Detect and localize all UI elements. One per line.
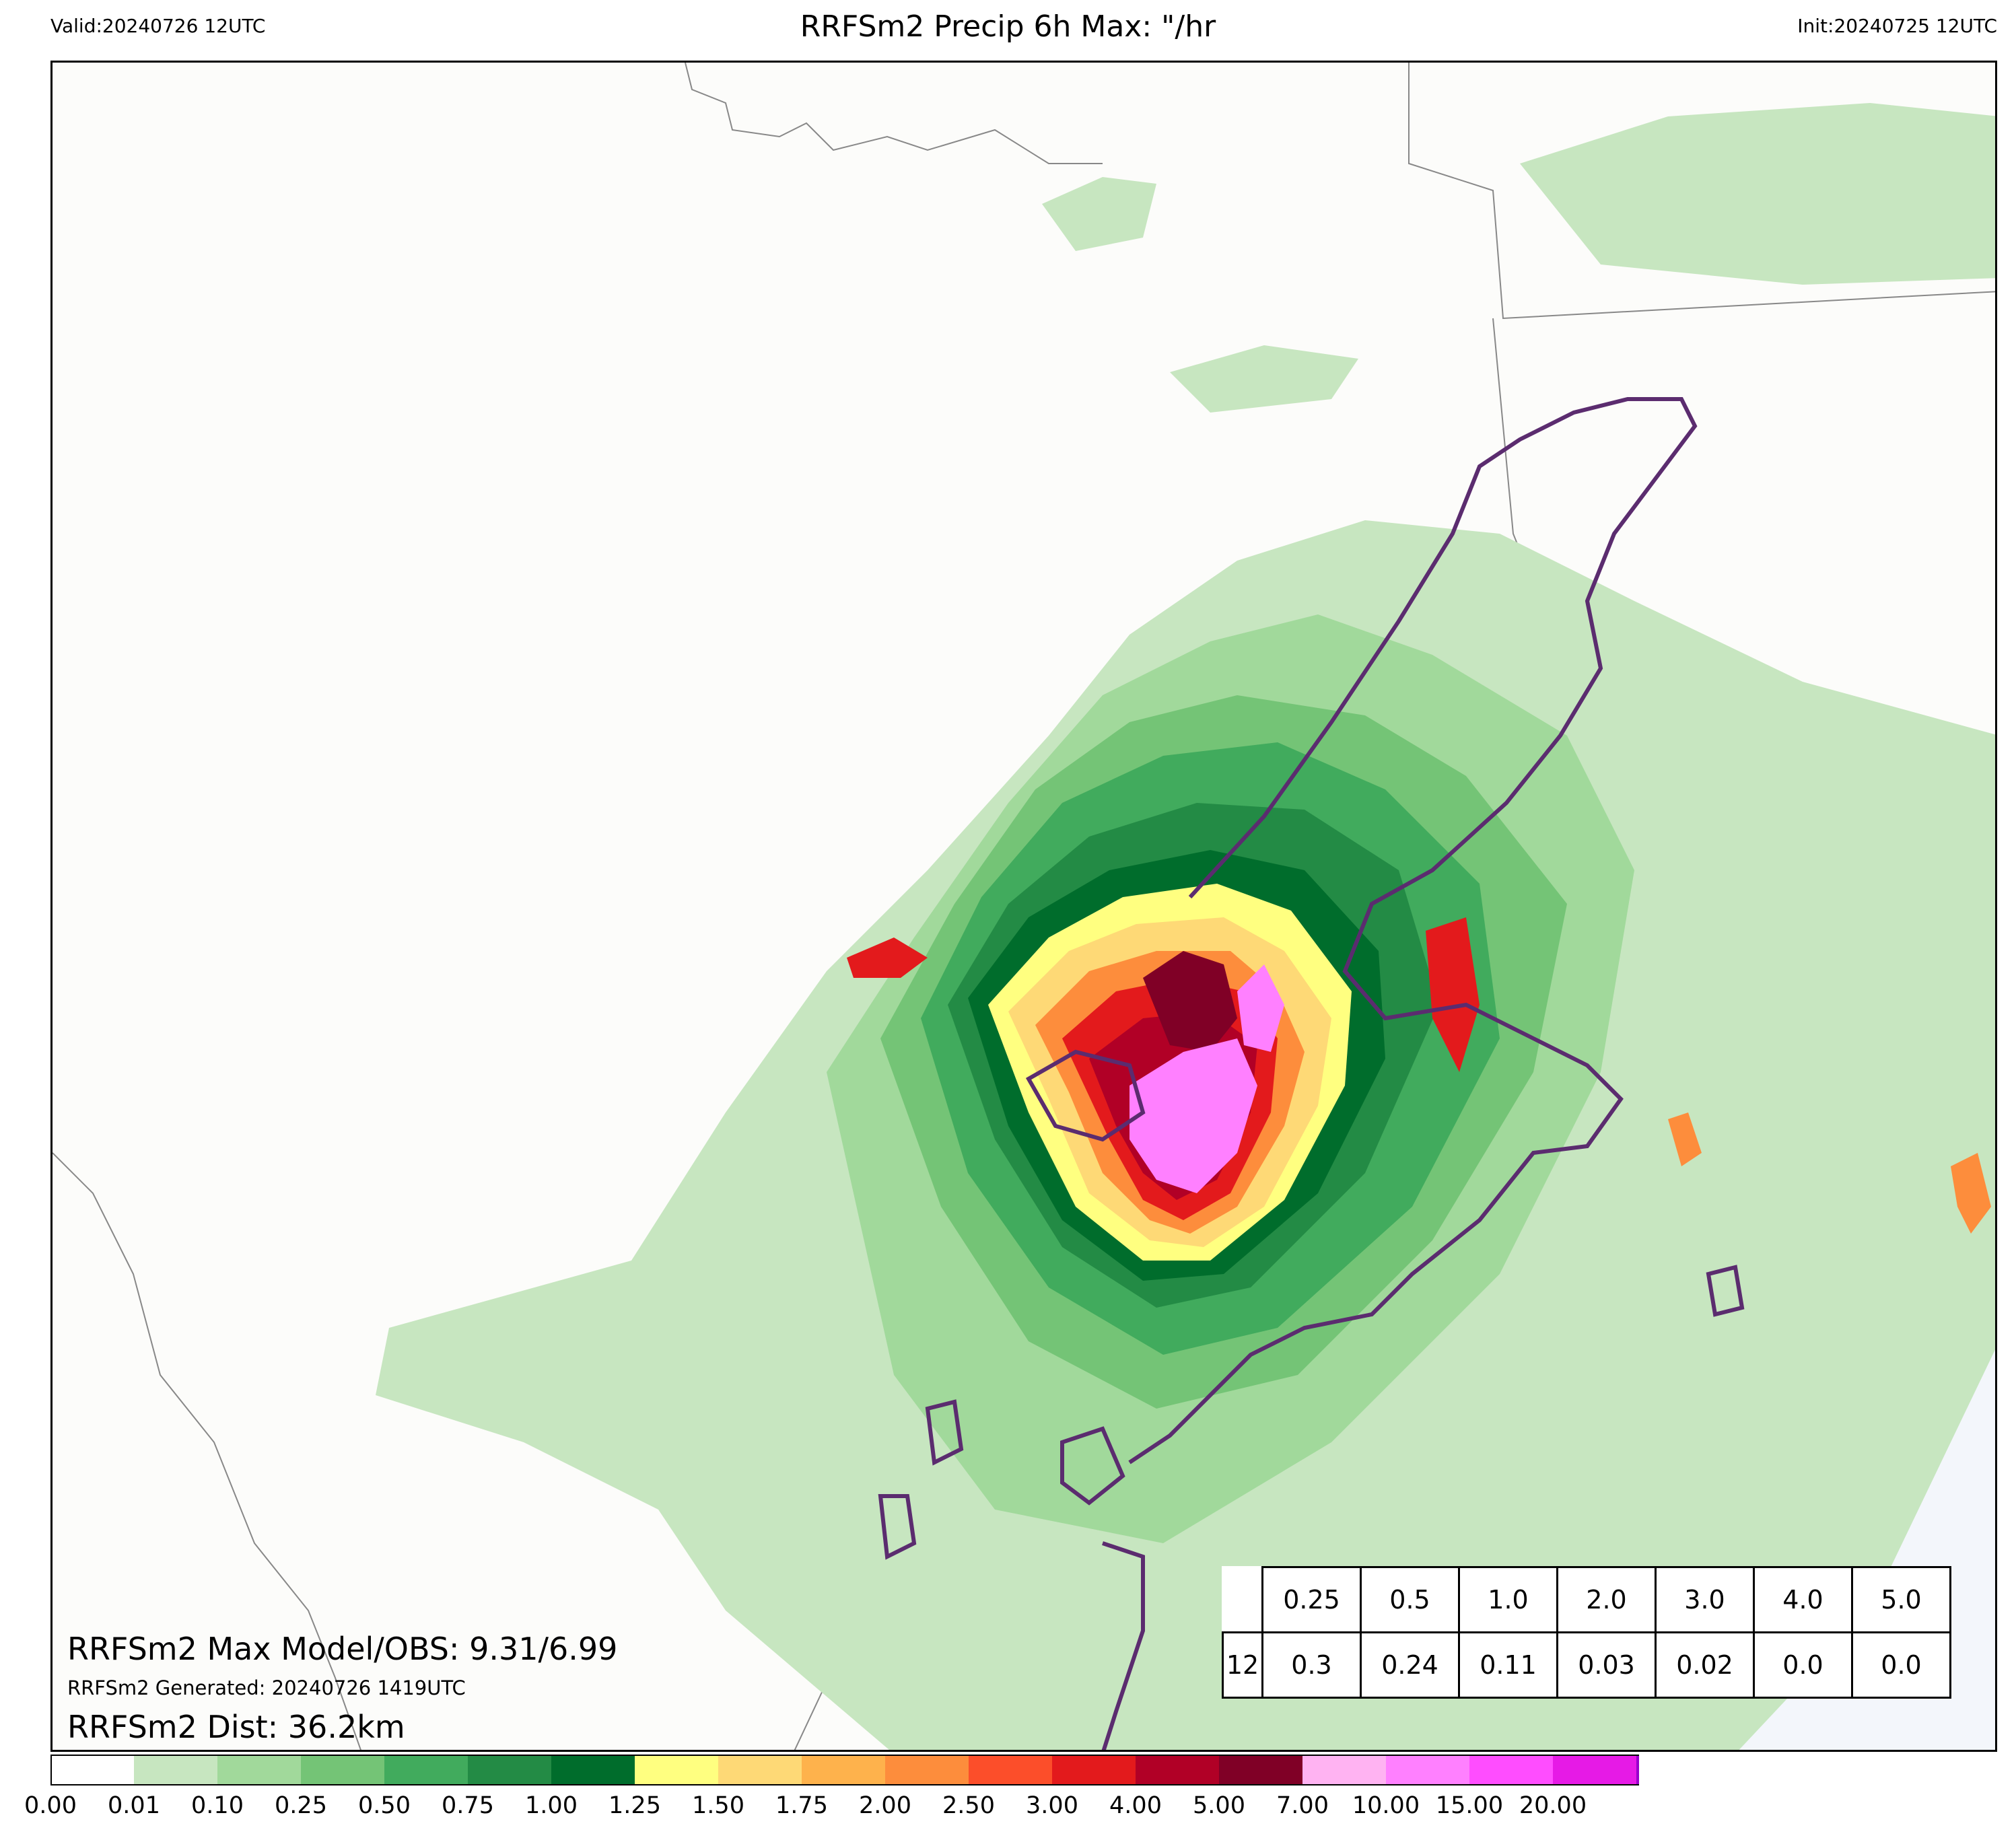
table-corner <box>1223 1567 1263 1633</box>
table-header-row: 0.25 0.5 1.0 2.0 3.0 4.0 5.0 <box>1223 1566 1951 1633</box>
valid-time: Valid:20240726 12UTC <box>50 15 266 37</box>
table-cell: 0.02 <box>1655 1631 1755 1699</box>
generated-label: RRFSm2 Generated: 20240726 1419UTC <box>67 1676 466 1699</box>
threshold-table: 0.25 0.5 1.0 2.0 3.0 4.0 5.0 12 0.3 0.24… <box>1222 1566 1951 1699</box>
colorbar-tick-label: 0.10 <box>191 1792 244 1819</box>
colorbar-tick-label: 15.00 <box>1435 1792 1504 1819</box>
colorbar-outline <box>50 1755 1639 1785</box>
colorbar-tick-label: 10.00 <box>1352 1792 1420 1819</box>
table-header-cell: 0.5 <box>1360 1566 1460 1633</box>
colorbar-tick-label: 2.00 <box>859 1792 911 1819</box>
colorbar-tick-label: 0.25 <box>275 1792 327 1819</box>
colorbar-tick-label: 1.75 <box>775 1792 828 1819</box>
table-cell: 0.03 <box>1556 1631 1657 1699</box>
colorbar-segment <box>217 1755 301 1785</box>
colorbar-tick-label: 5.00 <box>1193 1792 1245 1819</box>
colorbar-tick-label: 1.25 <box>609 1792 661 1819</box>
table-header-cell: 1.0 <box>1458 1566 1558 1633</box>
colorbar-tick-label: 0.50 <box>358 1792 411 1819</box>
table-row: 12 0.3 0.24 0.11 0.03 0.02 0.0 0.0 <box>1222 1631 1951 1699</box>
table-cell: 0.11 <box>1458 1631 1558 1699</box>
colorbar-segment <box>802 1755 885 1785</box>
colorbar-tick-label: 0.00 <box>24 1792 77 1819</box>
table-header-cell: 4.0 <box>1753 1566 1853 1633</box>
colorbar-segment <box>551 1755 635 1785</box>
max-model-obs-label: RRFSm2 Max Model/OBS: 9.31/6.99 <box>67 1631 618 1667</box>
colorbar-tick-label: 4.00 <box>1109 1792 1162 1819</box>
colorbar-segment <box>1636 1755 1639 1785</box>
colorbar-segment <box>1052 1755 1136 1785</box>
colorbar-tick-label: 20.00 <box>1519 1792 1587 1819</box>
colorbar-tick-label: 1.50 <box>692 1792 744 1819</box>
table-header-cell: 2.0 <box>1556 1566 1657 1633</box>
colorbar-segment <box>635 1755 718 1785</box>
colorbar-tick-label: 1.00 <box>525 1792 578 1819</box>
colorbar-segment <box>1136 1755 1219 1785</box>
table-header-cell: 5.0 <box>1851 1566 1951 1633</box>
colorbar-segment <box>718 1755 802 1785</box>
colorbar-segment <box>384 1755 468 1785</box>
colorbar-segment <box>1469 1755 1553 1785</box>
colorbar-tick-label: 2.50 <box>942 1792 995 1819</box>
colorbar <box>50 1755 1639 1785</box>
colorbar-tick-label: 0.01 <box>108 1792 160 1819</box>
colorbar-segment <box>1219 1755 1302 1785</box>
colorbar-tick-label: 7.00 <box>1276 1792 1329 1819</box>
colorbar-segment <box>1553 1755 1636 1785</box>
map-title: RRFSm2 Precip 6h Max: "/hr <box>800 9 1216 44</box>
colorbar-tick-label: 0.75 <box>442 1792 494 1819</box>
colorbar-segment <box>885 1755 969 1785</box>
table-cell: 0.0 <box>1851 1631 1951 1699</box>
table-cell: 0.0 <box>1753 1631 1853 1699</box>
colorbar-segment <box>301 1755 384 1785</box>
colorbar-segment <box>468 1755 551 1785</box>
map-canvas <box>53 63 1995 1750</box>
precip-field <box>376 103 1995 1750</box>
distance-label: RRFSm2 Dist: 36.2km <box>67 1709 405 1745</box>
colorbar-segment <box>1302 1755 1386 1785</box>
colorbar-tick-label: 3.00 <box>1026 1792 1078 1819</box>
table-row-label: 12 <box>1222 1631 1263 1699</box>
init-time: Init:20240725 12UTC <box>1797 15 1997 37</box>
table-header-cell: 3.0 <box>1655 1566 1755 1633</box>
colorbar-segment <box>50 1755 134 1785</box>
precip-map: RRFSm2 Max Model/OBS: 9.31/6.99 RRFSm2 G… <box>50 61 1997 1752</box>
colorbar-segment <box>134 1755 217 1785</box>
colorbar-segment <box>1386 1755 1469 1785</box>
colorbar-segment <box>969 1755 1052 1785</box>
table-cell: 0.24 <box>1360 1631 1460 1699</box>
table-header-cell: 0.25 <box>1261 1566 1362 1633</box>
table-cell: 0.3 <box>1261 1631 1362 1699</box>
